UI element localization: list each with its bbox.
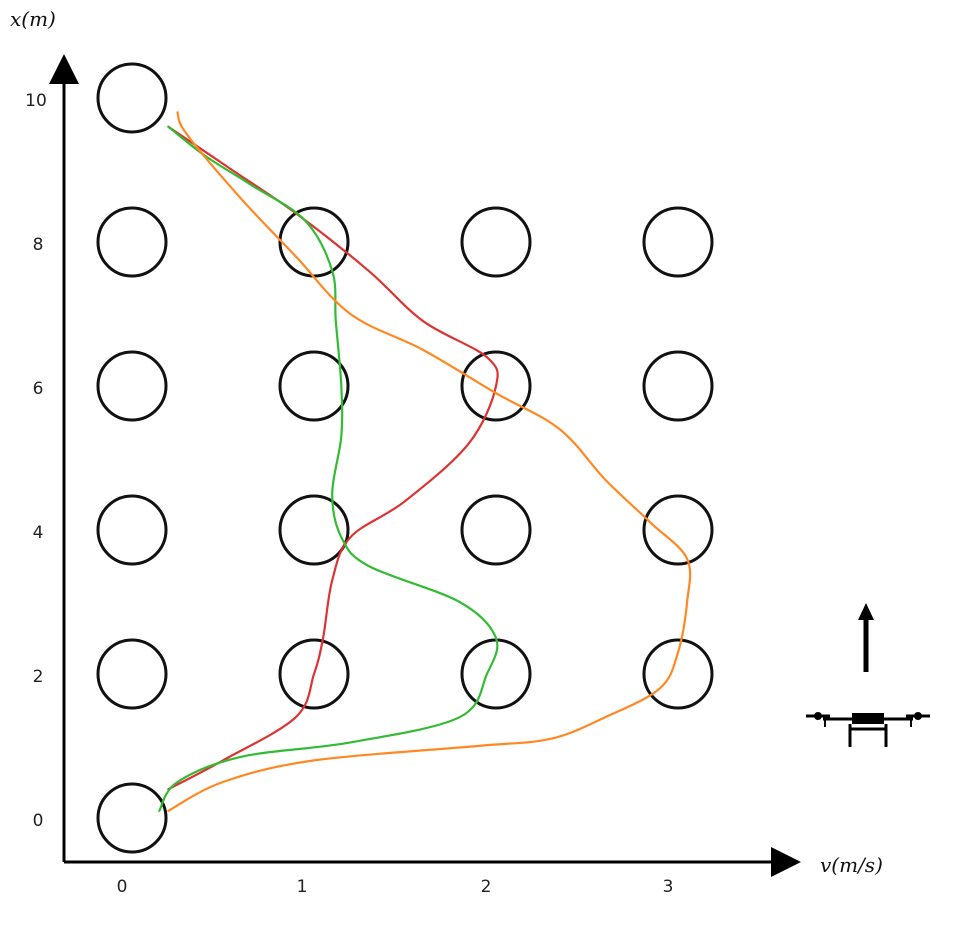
obstacle-circle xyxy=(278,350,350,422)
obstacle-circle xyxy=(96,206,168,278)
obstacle-circle xyxy=(460,494,532,566)
x-axis-title: v(m/s) xyxy=(820,853,883,877)
x-tick-label: 3 xyxy=(663,877,674,897)
obstacle-circle xyxy=(96,638,168,710)
obstacle-circle xyxy=(96,494,168,566)
y-tick-label: 6 xyxy=(33,379,44,399)
y-tick-label: 8 xyxy=(33,235,44,255)
y-tick-label: 2 xyxy=(33,667,44,687)
up-arrow-icon xyxy=(858,603,874,672)
obstacle-circle xyxy=(96,350,168,422)
trajectory-line xyxy=(167,125,499,791)
obstacle-circle xyxy=(278,206,350,278)
x-tick-label: 0 xyxy=(117,877,128,897)
y-tick-label: 10 xyxy=(25,91,47,111)
obstacle-circle xyxy=(460,350,532,422)
y-axis-title: x(m) xyxy=(10,7,56,31)
y-tick-label: 4 xyxy=(33,523,44,543)
obstacle-circle xyxy=(278,494,350,566)
obstacle-layer xyxy=(96,62,714,854)
obstacle-circle xyxy=(642,206,714,278)
quadrotor-drone-icon xyxy=(806,712,930,747)
trajectory-line xyxy=(167,111,692,812)
obstacle-circle xyxy=(642,350,714,422)
x-tick-label: 2 xyxy=(481,877,492,897)
obstacle-circle xyxy=(642,638,714,710)
obstacle-circle xyxy=(278,638,350,710)
trajectory-layer xyxy=(158,111,692,812)
x-tick-label: 1 xyxy=(297,877,308,897)
obstacle-circle xyxy=(642,494,714,566)
obstacle-circle xyxy=(96,782,168,854)
obstacle-circle xyxy=(96,62,168,134)
y-tick-label: 0 xyxy=(33,811,44,831)
obstacle-circle xyxy=(460,206,532,278)
trajectory-line xyxy=(158,125,499,812)
